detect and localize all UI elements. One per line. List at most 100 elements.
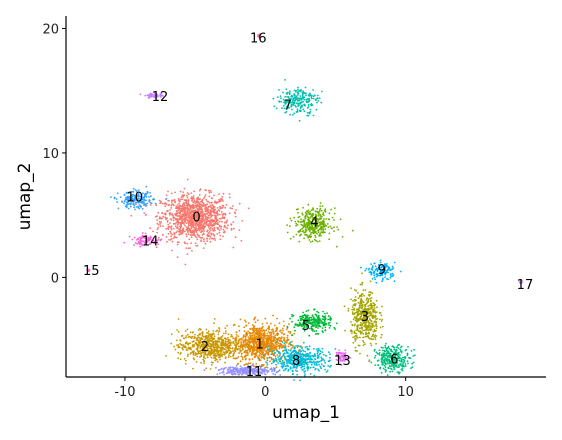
point [357,318,359,320]
point [228,212,231,215]
point [185,216,188,219]
point [291,340,293,343]
point [270,357,273,360]
point [314,99,317,101]
point [206,229,209,232]
point [354,296,357,298]
point [237,356,240,358]
point [245,357,248,360]
point [157,223,160,226]
point [296,110,299,113]
point [179,222,182,224]
point [374,336,377,339]
point [201,215,204,218]
point [311,95,313,97]
point [368,326,370,329]
point [156,222,159,225]
point [316,356,319,358]
point [184,342,187,345]
point [362,332,365,335]
point [219,200,222,203]
point [355,299,357,301]
point [303,103,305,106]
point [175,210,178,213]
point [324,326,327,329]
point [339,218,342,221]
point [311,358,313,361]
point [312,325,315,328]
point [302,341,305,344]
point [366,302,368,305]
point [178,217,181,220]
point [363,294,366,297]
point [166,220,169,222]
point [297,103,300,105]
point [223,212,226,215]
point [210,335,213,338]
point [210,361,213,364]
point [400,350,402,353]
point [141,207,144,210]
point [209,347,212,350]
point [284,368,287,371]
point [267,353,270,356]
point [210,348,213,351]
point [255,362,258,365]
point [207,209,209,212]
point [285,88,288,91]
point [311,318,314,321]
point [325,224,328,227]
point [174,191,177,194]
point [170,192,173,195]
point [207,341,210,344]
point [315,361,317,363]
point [230,224,233,226]
point [198,219,201,222]
point [242,342,245,344]
point [371,334,374,337]
point [370,328,373,331]
point [358,327,361,330]
point [316,240,319,243]
point [289,113,291,116]
point [227,224,229,227]
point [280,340,283,342]
point [181,334,184,337]
point [215,218,218,220]
point [185,212,188,215]
point [261,323,264,325]
point [149,204,152,206]
point [266,338,269,341]
point [156,231,159,234]
point [206,338,209,341]
point [197,334,199,337]
point [295,345,297,347]
point [208,205,211,208]
point [177,357,180,360]
point [197,350,200,353]
point [265,346,268,348]
point [271,350,274,353]
point [194,333,196,336]
point [296,91,299,94]
point [184,359,187,362]
point [123,200,126,203]
point [358,304,361,307]
point [184,218,187,221]
point [160,200,162,203]
point [371,267,374,269]
point [382,363,384,366]
point [299,221,302,224]
point [150,195,152,198]
point [312,89,314,91]
point [148,199,151,201]
point [186,196,189,199]
point [361,293,364,295]
point [270,358,273,361]
point [279,360,282,363]
point [203,355,205,358]
point [207,235,210,238]
point [351,308,354,311]
point [207,214,210,217]
point [295,89,297,92]
